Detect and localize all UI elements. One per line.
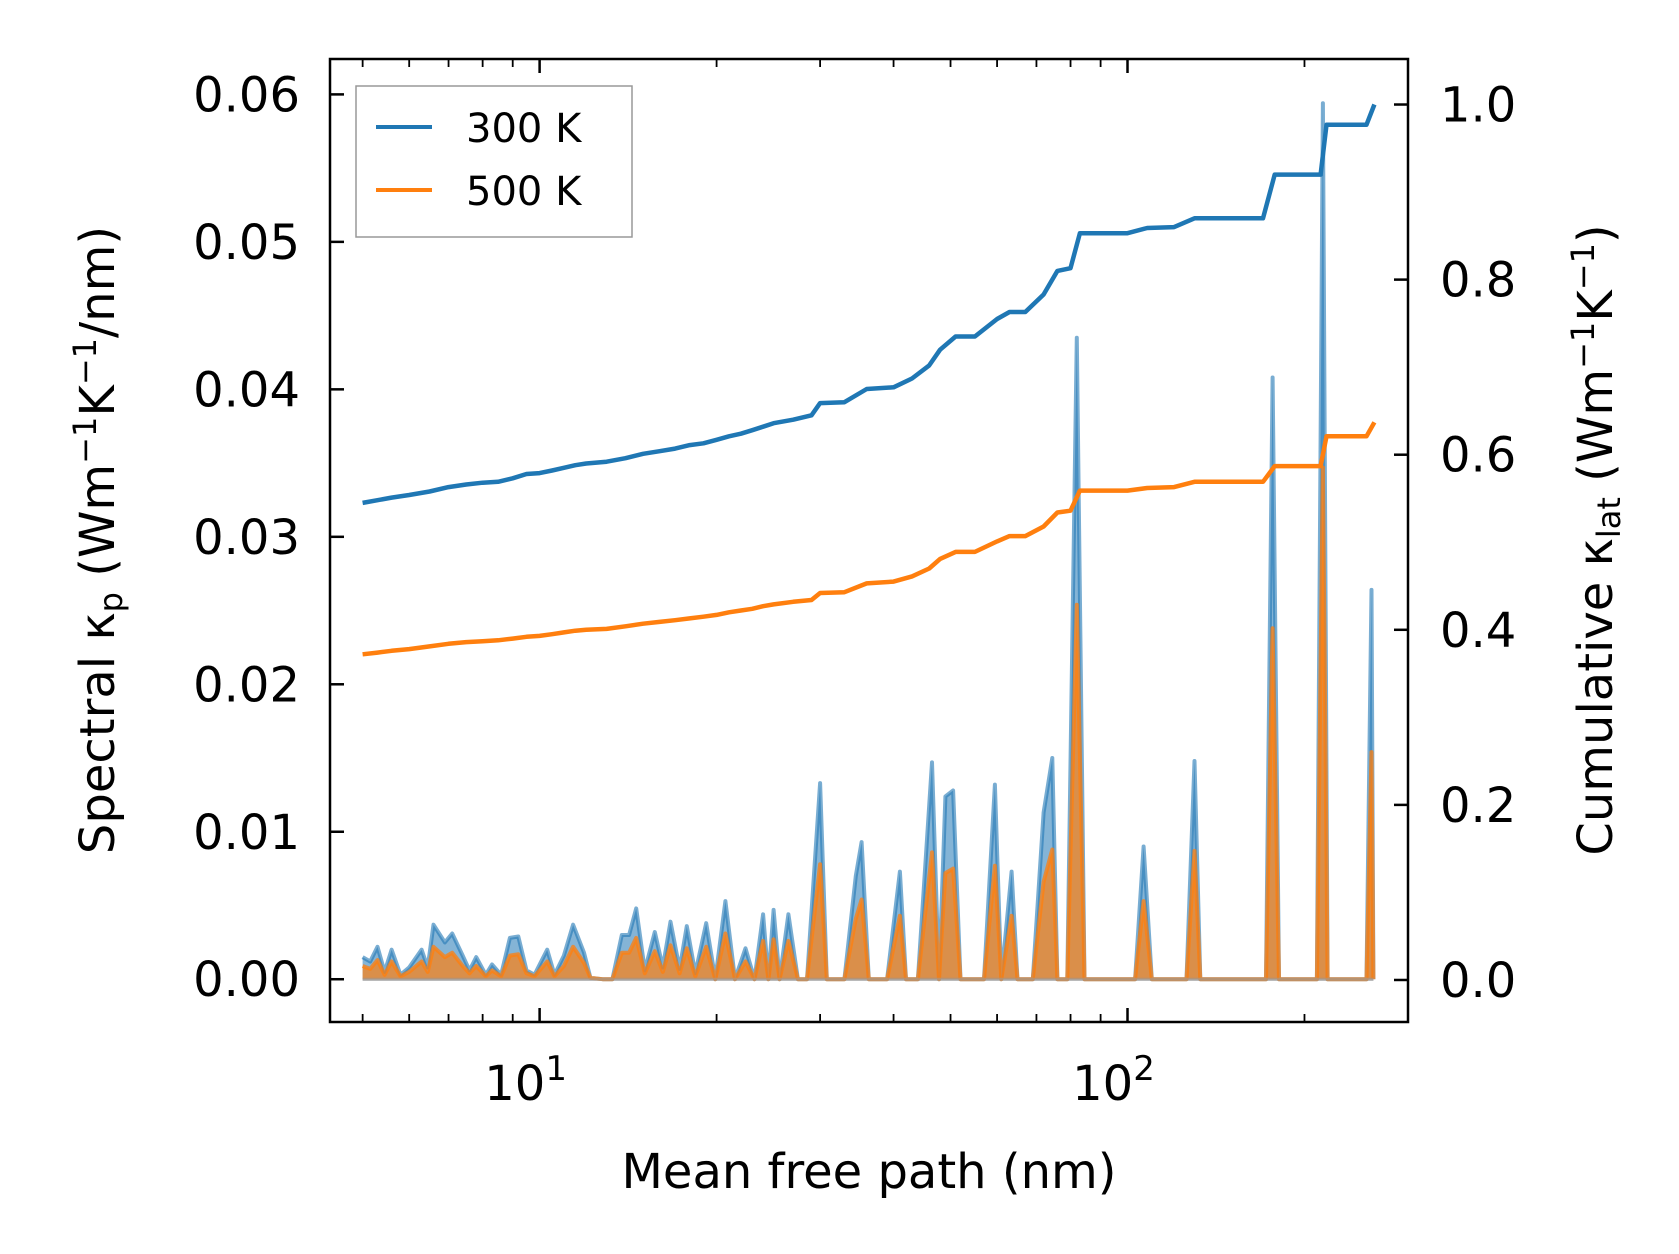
x-tick-label: 101 — [484, 1049, 567, 1112]
cumulative-line-500k — [362, 421, 1377, 657]
y-right-tick-label: 0.2 — [1440, 778, 1516, 834]
spectral-fill-500k — [362, 467, 1374, 980]
y-right-sup1: −1 — [1564, 322, 1602, 369]
y-right-tick-label: 0.8 — [1440, 253, 1516, 309]
y-left-tick-label: 0.03 — [193, 510, 300, 566]
y-left-sup2: −1 — [66, 338, 104, 385]
y-left-tick-label: 0.04 — [193, 362, 300, 418]
y-left-tick-label: 0.00 — [193, 952, 300, 1008]
y-left-tick-label: 0.05 — [193, 215, 300, 271]
y-right-sup2: −1 — [1564, 243, 1602, 290]
x-tick-label: 102 — [1072, 1049, 1155, 1112]
y-right-tail: ) — [1568, 224, 1624, 243]
x-tick-label-base: 10 — [484, 1056, 545, 1112]
legend: 300 K 500 K — [355, 85, 633, 238]
y-left-tick-label: 0.06 — [193, 67, 300, 123]
y-right-tick-label: 1.0 — [1440, 78, 1516, 134]
y-axis-title-right: Cumulative κlat (Wm−1K−1) — [1564, 224, 1628, 855]
y-right-tick-label: 0.4 — [1440, 603, 1516, 659]
cumulative-line-300k — [362, 103, 1377, 506]
y-left-units: (Wm — [70, 464, 126, 577]
legend-label-300k: 300 K — [466, 106, 583, 152]
legend-label-500k: 500 K — [466, 169, 583, 215]
y-right-tick-label: 0.0 — [1440, 953, 1516, 1009]
y-left-sup1: −1 — [66, 417, 104, 464]
y-axis-title-left: Spectral κp (Wm−1K−1/nm) — [66, 226, 130, 854]
y-left-sub: p — [92, 592, 130, 612]
y-right-prefix: Cumulative κ — [1568, 538, 1624, 856]
y-right-tick-label: 0.6 — [1440, 428, 1516, 484]
y-right-units: (Wm — [1568, 369, 1624, 482]
x-axis-title: Mean free path (nm) — [622, 1144, 1117, 1200]
y-left-mid: K — [70, 384, 126, 417]
y-right-sub: lat — [1590, 497, 1628, 538]
plot-area — [361, 101, 1377, 982]
y-left-prefix: Spectral κ — [70, 612, 126, 854]
plot-frame — [328, 57, 1410, 1024]
y-left-tick-label: 0.02 — [193, 657, 300, 713]
legend-box — [355, 85, 633, 238]
y-left-tail: /nm) — [70, 226, 126, 338]
y-right-mid: K — [1568, 289, 1624, 322]
x-tick-label-exp: 2 — [1133, 1049, 1155, 1089]
x-tick-label-base: 10 — [1072, 1056, 1133, 1112]
y-left-tick-label: 0.01 — [193, 805, 300, 861]
x-tick-label-exp: 1 — [545, 1049, 567, 1089]
